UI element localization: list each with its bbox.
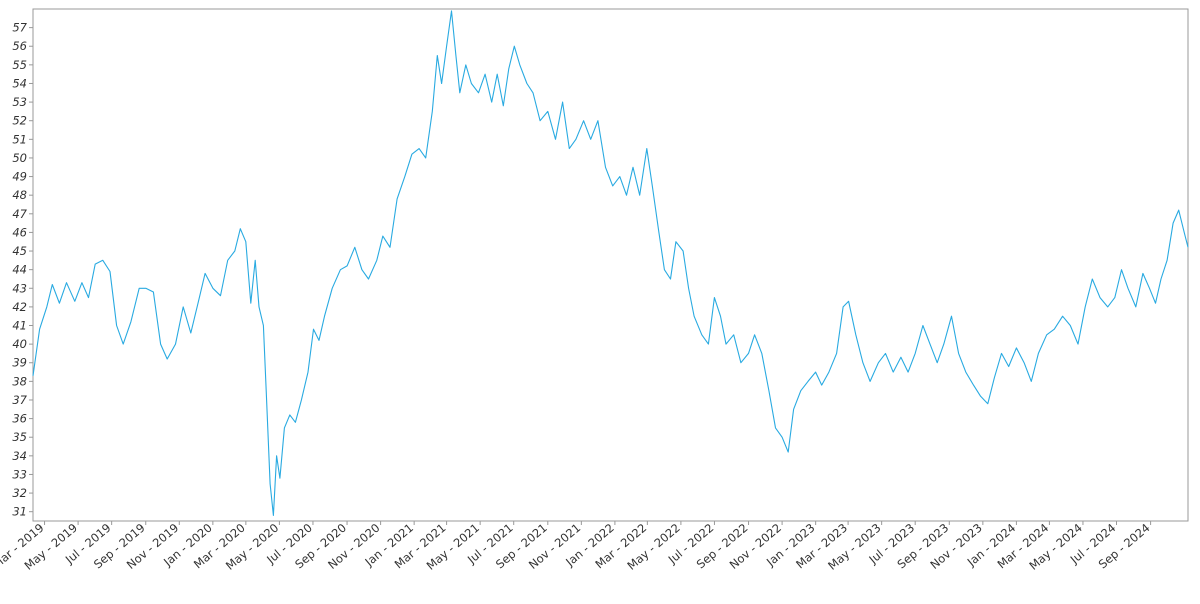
- y-tick-label: 37: [12, 393, 27, 407]
- y-tick-label: 36: [12, 412, 27, 426]
- y-tick-label: 42: [12, 300, 27, 314]
- y-tick-label: 39: [12, 356, 27, 370]
- y-tick-label: 40: [12, 337, 27, 351]
- y-tick-label: 31: [12, 505, 27, 519]
- y-tick-label: 56: [12, 39, 27, 53]
- y-tick-label: 48: [12, 188, 27, 202]
- y-tick-label: 38: [12, 374, 27, 388]
- y-tick-label: 44: [12, 263, 27, 277]
- y-tick-label: 50: [12, 151, 27, 165]
- y-axis: 31 32 33 34 35 36 37 38 39 40 41 42 43 44 45 46 47 48 49 50…: [12, 21, 33, 519]
- y-tick-label: 45: [12, 244, 27, 258]
- y-tick-label: 41: [12, 319, 27, 333]
- y-tick-label: 55: [12, 58, 27, 72]
- y-tick-label: 53: [12, 95, 27, 109]
- y-tick-label: 51: [12, 132, 27, 146]
- y-tick-label: 35: [12, 430, 27, 444]
- y-tick-label: 33: [12, 467, 27, 481]
- y-tick-label: 34: [12, 449, 27, 463]
- plot-area-frame: [32, 8, 1189, 522]
- y-tick-label: 46: [12, 225, 27, 239]
- y-tick-label: 52: [12, 114, 27, 128]
- y-tick-label: 47: [12, 207, 27, 221]
- y-tick-label: 49: [12, 170, 27, 184]
- y-tick-label: 57: [12, 21, 27, 35]
- series-layer: [32, 10, 1189, 516]
- series-line-0: [32, 10, 1189, 516]
- y-tick-label: 32: [12, 486, 27, 500]
- y-tick-label: 43: [12, 281, 27, 295]
- y-tick-label: 54: [12, 76, 27, 90]
